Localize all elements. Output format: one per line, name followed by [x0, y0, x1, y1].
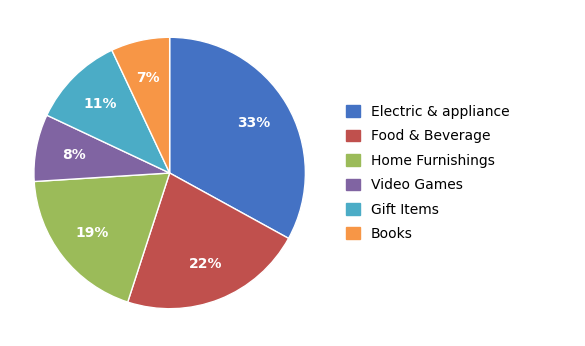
- Legend: Electric & appliance, Food & Beverage, Home Furnishings, Video Games, Gift Items: Electric & appliance, Food & Beverage, H…: [340, 99, 515, 247]
- Text: 8%: 8%: [62, 148, 85, 162]
- Text: 19%: 19%: [75, 226, 109, 240]
- Wedge shape: [112, 37, 170, 173]
- Text: 33%: 33%: [237, 116, 270, 130]
- Text: 7%: 7%: [136, 71, 160, 85]
- Wedge shape: [34, 115, 170, 182]
- Wedge shape: [47, 50, 170, 173]
- Wedge shape: [34, 173, 170, 302]
- Text: 11%: 11%: [84, 97, 118, 111]
- Wedge shape: [128, 173, 288, 309]
- Text: 22%: 22%: [189, 257, 222, 271]
- Wedge shape: [170, 37, 305, 238]
